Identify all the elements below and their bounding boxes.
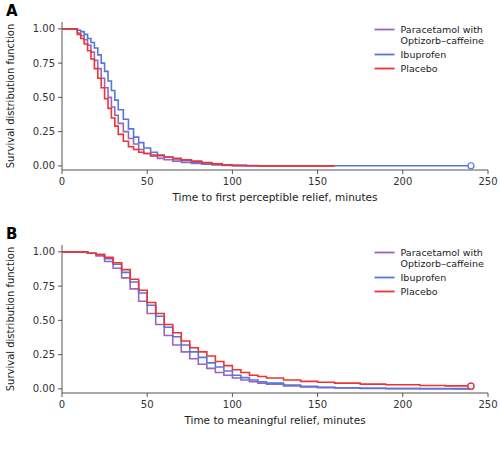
y-tick-label: 1.00 <box>33 246 55 257</box>
y-tick-label: 0.25 <box>33 349 55 360</box>
legend-label: Ibuprofen <box>401 49 447 60</box>
legend-label-line: Optizorb–caffeine <box>401 258 484 269</box>
x-tick-label: 50 <box>141 399 154 410</box>
x-tick-label: 150 <box>308 399 327 410</box>
y-tick <box>58 286 62 287</box>
x-tick-label: 0 <box>59 176 65 187</box>
x-tick-label: 100 <box>223 176 242 187</box>
y-tick <box>58 63 62 64</box>
x-tick-label: 100 <box>223 399 242 410</box>
legend: Paracetamol withOptizorb–caffeine Ibuprof… <box>375 24 484 74</box>
legend-label: Ibuprofen <box>401 272 447 283</box>
x-axis-label: Time to meaningful relief, minutes <box>183 414 365 426</box>
y-tick <box>58 97 62 98</box>
x-tick <box>147 393 148 397</box>
survival-curve <box>62 252 471 386</box>
x-tick <box>488 170 489 174</box>
x-tick <box>62 393 63 397</box>
censored-marker <box>468 383 474 389</box>
survival-curve <box>62 252 471 389</box>
x-tick-label: 250 <box>478 399 497 410</box>
y-tick <box>58 320 62 321</box>
y-axis-label: Survival distribution function <box>5 247 16 392</box>
x-tick <box>147 170 148 174</box>
legend-swatch <box>375 291 395 293</box>
legend-label: Paracetamol withOptizorb–caffeine <box>401 24 484 46</box>
legend-label-line: Placebo <box>401 286 438 297</box>
x-axis-line <box>62 170 488 171</box>
figure: 0 50 100 150 200 250 0.00 0.25 0.50 0.75 1.00 Time … <box>0 0 500 455</box>
legend-label-line: Paracetamol with <box>401 247 483 258</box>
legend-swatch <box>375 68 395 70</box>
y-tick <box>58 388 62 389</box>
y-tick-label: 1.00 <box>33 23 55 34</box>
survival-curve <box>62 252 471 389</box>
y-tick <box>58 251 62 252</box>
legend-label: Paracetamol withOptizorb–caffeine <box>401 247 484 269</box>
x-tick-label: 150 <box>308 176 327 187</box>
panel: 0 50 100 150 200 250 0.00 0.25 0.50 0.75 1.00 Time … <box>5 2 498 203</box>
x-tick-label: 200 <box>393 399 412 410</box>
y-tick-label: 0.50 <box>33 92 55 103</box>
y-tick <box>58 28 62 29</box>
survival-curve <box>62 29 335 166</box>
x-tick <box>402 170 403 174</box>
x-tick <box>317 393 318 397</box>
legend-label-line: Paracetamol with <box>401 24 483 35</box>
x-tick <box>402 393 403 397</box>
x-tick <box>488 393 489 397</box>
y-tick <box>58 165 62 166</box>
legend: Paracetamol withOptizorb–caffeine Ibuprof… <box>375 247 484 297</box>
y-tick-label: 0.00 <box>33 383 55 394</box>
y-axis-line <box>62 22 63 170</box>
y-tick-label: 0.00 <box>33 160 55 171</box>
x-tick <box>232 170 233 174</box>
x-tick <box>317 170 318 174</box>
legend-swatch <box>375 54 395 56</box>
x-tick-label: 200 <box>393 176 412 187</box>
y-tick <box>58 131 62 132</box>
y-tick-label: 0.75 <box>33 281 55 292</box>
panel-label: A <box>6 2 18 20</box>
x-tick-label: 50 <box>141 176 154 187</box>
x-tick <box>232 393 233 397</box>
x-axis-label: Time to first perceptible relief, minute… <box>171 191 377 203</box>
plot-area <box>62 29 474 169</box>
legend-label-line: Placebo <box>401 63 438 74</box>
legend-label: Placebo <box>401 63 438 74</box>
legend-label-line: Ibuprofen <box>401 272 447 283</box>
panel-label: B <box>6 225 17 243</box>
y-tick <box>58 354 62 355</box>
legend-label: Placebo <box>401 286 438 297</box>
plot-area <box>62 252 474 389</box>
x-axis-line <box>62 393 488 394</box>
censored-marker <box>468 163 474 169</box>
panel: 0 50 100 150 200 250 0.00 0.25 0.50 0.75 1.00 Time … <box>5 225 498 426</box>
y-tick-label: 0.50 <box>33 315 55 326</box>
y-tick-label: 0.25 <box>33 126 55 137</box>
legend-swatch <box>375 252 395 254</box>
legend-label-line: Ibuprofen <box>401 49 447 60</box>
y-tick-label: 0.75 <box>33 58 55 69</box>
survival-curve <box>62 29 335 166</box>
y-axis-line <box>62 245 63 393</box>
x-tick-label: 0 <box>59 399 65 410</box>
legend-swatch <box>375 277 395 279</box>
survival-curve <box>62 29 471 166</box>
censored-marker <box>468 383 474 389</box>
x-tick-label: 250 <box>478 176 497 187</box>
x-tick <box>62 170 63 174</box>
legend-swatch <box>375 29 395 31</box>
legend-label-line: Optizorb–caffeine <box>401 35 484 46</box>
y-axis-label: Survival distribution function <box>5 24 16 169</box>
